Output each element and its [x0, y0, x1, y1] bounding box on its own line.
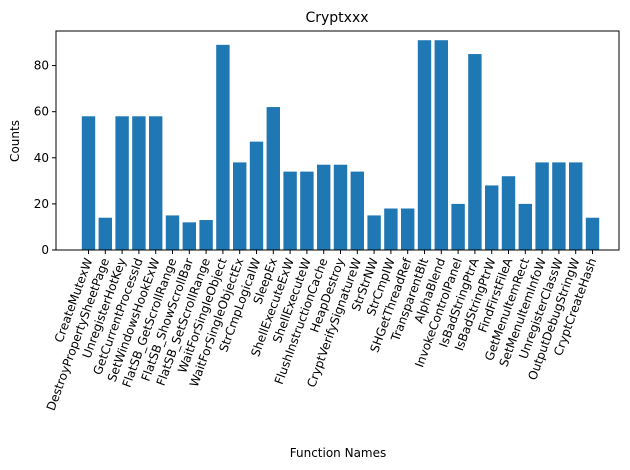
y-tick-label: 20: [34, 197, 49, 211]
y-tick-label: 0: [41, 243, 49, 257]
y-tick-label: 80: [34, 59, 49, 73]
y-axis-label: Counts: [8, 120, 22, 162]
bar-FindFirstFileA: [501, 176, 516, 250]
bar-SetMenuItemInfoW: [535, 162, 549, 250]
bars-group: [81, 40, 600, 250]
bar-CreateMutexW: [81, 116, 96, 250]
bar-UnregisterClassW: [552, 162, 566, 250]
bar-StrCmpLogicalW: [249, 141, 264, 250]
bar-IsBadStringPtrW: [485, 185, 499, 250]
bar-UnregisterHotKey: [115, 116, 129, 250]
bar-SleepEx: [266, 107, 280, 250]
y-tick-label: 40: [34, 151, 49, 165]
bar-HeapDestroy: [333, 164, 348, 250]
bar-DestroyPropertySheetPage: [98, 217, 112, 250]
bar-SHGetThreadRef: [401, 208, 415, 250]
bar-ShellExecuteExW: [283, 171, 297, 250]
bar-FlushInstructionCache: [317, 164, 331, 250]
chart-title: Cryptxxx: [305, 10, 368, 26]
bar-IsBadStringPtrA: [468, 54, 482, 250]
bar-FlatSB_ShowScrollBar: [182, 222, 196, 250]
bar-CryptVerifySignatureW: [350, 171, 364, 250]
bar-InvokeControlPanel: [451, 203, 465, 250]
bar-ShellExecuteW: [300, 171, 314, 250]
bar-GetMenuItemRect: [518, 203, 532, 250]
bar-TransparentBlt: [417, 40, 432, 250]
bar-GetCurrentProcessId: [132, 116, 146, 250]
x-axis-ticks: CreateMutexWDestroyPropertySheetPageUnre…: [44, 250, 599, 413]
bar-FlatSB_SetScrollRange: [199, 220, 213, 250]
x-axis-label: Function Names: [290, 446, 387, 460]
plot-frame: [55, 30, 620, 251]
bar-CryptCreateHash: [585, 217, 600, 250]
y-axis-ticks: 0 20 40 60 80: [34, 59, 56, 257]
bar-OutputDebugStringW: [569, 162, 583, 250]
y-tick-label: 60: [34, 105, 49, 119]
bar-WaitForSingleObjectEx: [233, 162, 247, 250]
bar-AlphaBlend: [434, 40, 448, 250]
bar-FlatSB_GetScrollRange: [165, 215, 180, 250]
bar-StrStrNW: [367, 215, 381, 250]
bar-WaitForSingleObject: [216, 44, 230, 250]
bar-StrCmpIW: [384, 208, 398, 250]
bar-SetWindowsHookExW: [149, 116, 163, 250]
